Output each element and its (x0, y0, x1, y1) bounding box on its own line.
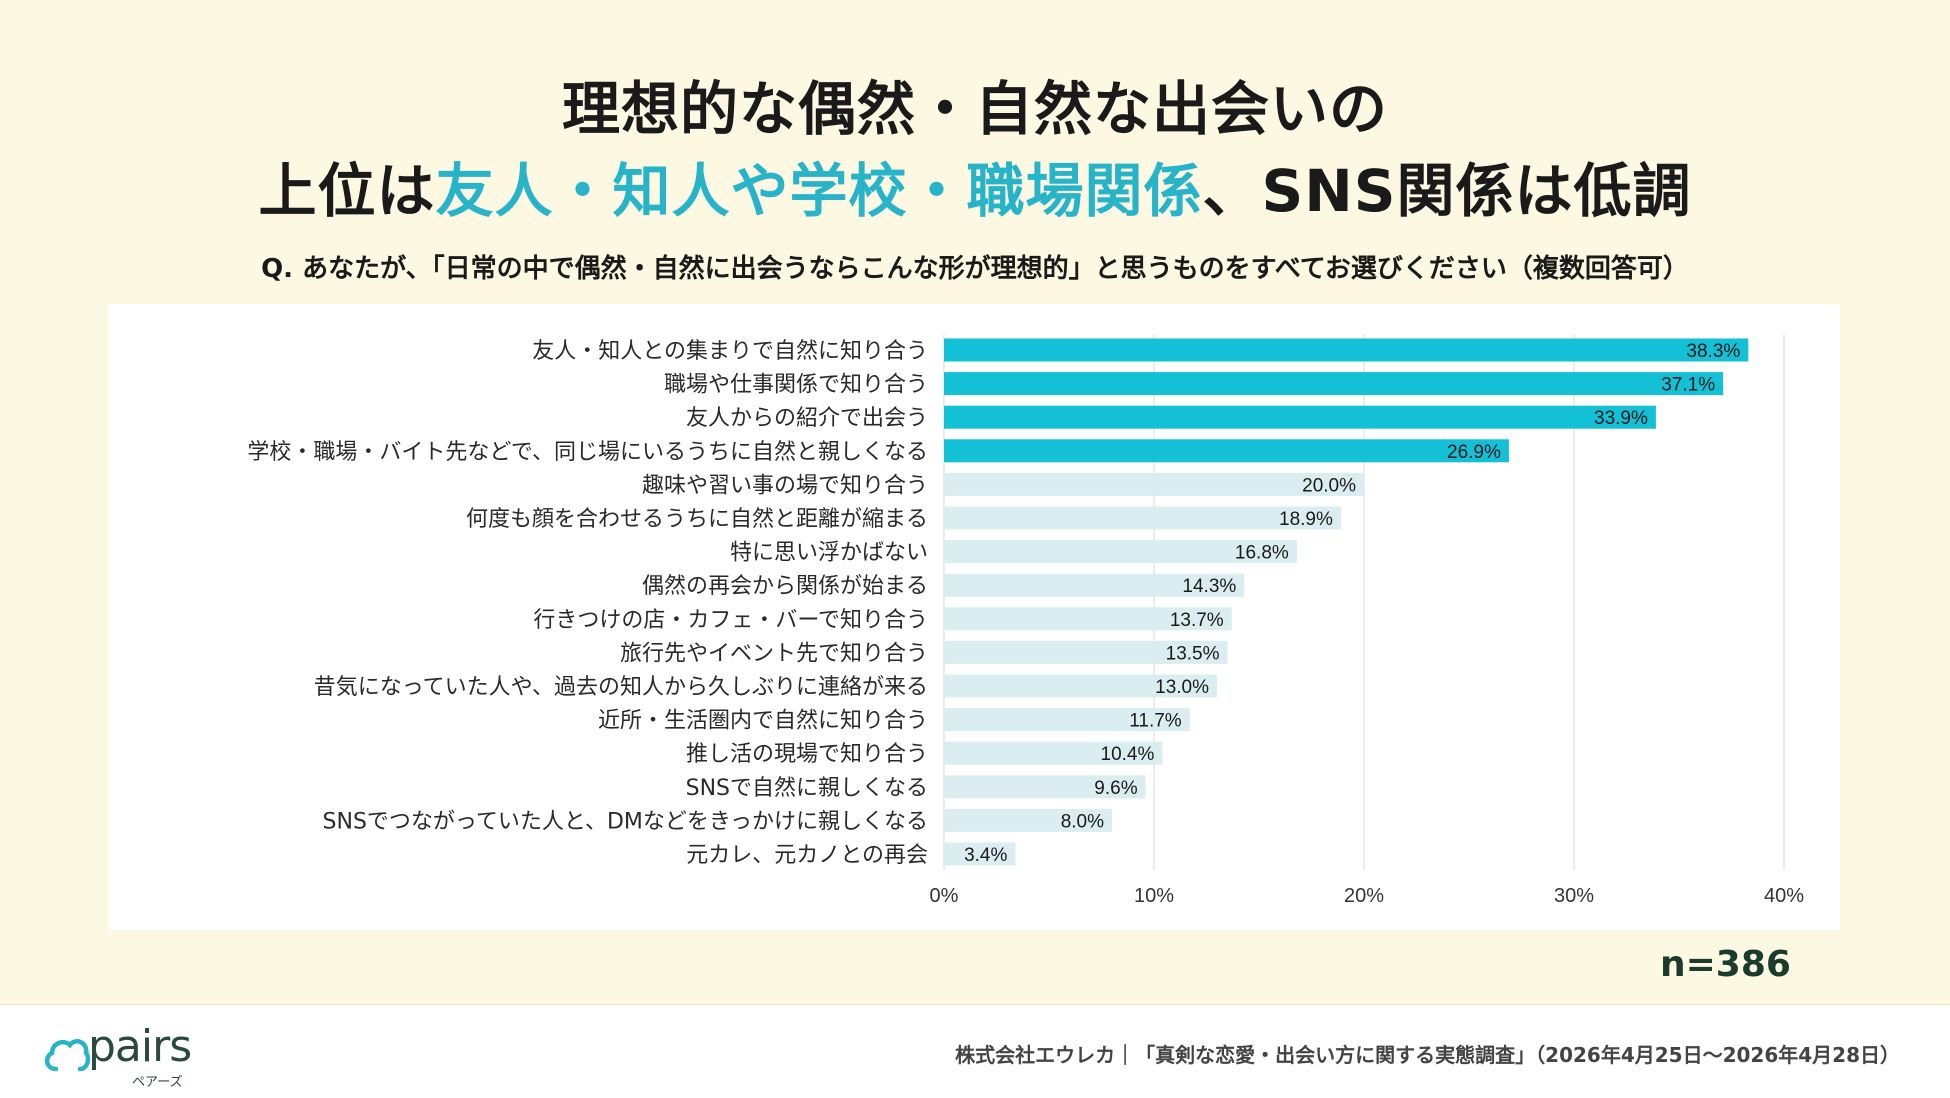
bar (944, 439, 1509, 463)
value-label: 37.1% (1661, 375, 1715, 396)
bar (944, 640, 1228, 664)
value-label: 13.7% (1170, 610, 1224, 631)
category-label: 特に思い浮かばない (730, 541, 928, 566)
category-label: 何度も顔を合わせるうちに自然と距離が縮まる (466, 507, 928, 532)
bar (944, 540, 1297, 564)
x-tick-label: 10% (1134, 885, 1174, 907)
survey-question: Q. あなたが、「日常の中で偶然・自然に出会うならこんな形が理想的」と思うものを… (261, 254, 1689, 284)
survey-source: 株式会社エウレカ｜「真剣な恋愛・出会い方に関する実態調査」（2026年4月25日… (955, 1043, 1900, 1067)
category-label: 旅行先やイベント先で知り合う (620, 641, 928, 666)
category-label: 友人からの紹介で出会う (686, 406, 928, 431)
value-label: 13.5% (1166, 643, 1220, 664)
bar (944, 708, 1190, 732)
value-label: 3.4% (964, 845, 1007, 866)
bar (944, 741, 1163, 765)
bar (944, 405, 1656, 429)
x-tick-label: 0% (930, 885, 959, 907)
value-label: 14.3% (1182, 576, 1236, 597)
value-label: 38.3% (1686, 341, 1740, 362)
category-label: 趣味や習い事の場で知り合う (642, 473, 928, 498)
title-suffix: 、SNS関係は低調 (1202, 157, 1692, 225)
title-prefix: 上位は (258, 157, 436, 225)
bar (944, 674, 1217, 698)
bar (944, 472, 1364, 496)
category-label: 学校・職場・バイト先などで、同じ場にいるうちに自然と親しくなる (247, 440, 928, 465)
x-tick-label: 30% (1554, 885, 1594, 907)
category-label: 行きつけの店・カフェ・バーで知り合う (533, 608, 928, 633)
value-label: 13.0% (1155, 677, 1209, 698)
value-label: 8.0% (1061, 811, 1104, 832)
category-label: 近所・生活圏内で自然に知り合う (598, 709, 928, 734)
chart-title-line2: 上位は友人・知人や学校・職場関係、SNS関係は低調 (0, 162, 1950, 220)
chart-title-line1: 理想的な偶然・自然な出会いの (561, 75, 1388, 143)
category-label: 昔気になっていた人や、過去の知人から久しぶりに連絡が来る (314, 675, 928, 700)
value-label: 20.0% (1302, 475, 1356, 496)
value-label: 33.9% (1594, 408, 1648, 429)
x-tick-label: 20% (1344, 885, 1384, 907)
bar (944, 372, 1724, 396)
value-label: 9.6% (1094, 778, 1137, 799)
category-label: SNSでつながっていた人と、DMなどをきっかけに親しくなる (323, 809, 928, 834)
cloud-logo-icon (44, 1039, 91, 1072)
bar-chart: 0% 10% 20% 30% 40% 友人・知人との集まりで自然に知り合う 38.3% 職場や… (247, 334, 1804, 907)
category-label: 偶然の再会から関係が始まる (642, 574, 928, 599)
footer: pairs ペアーズ 株式会社エウレカ｜「真剣な恋愛・出会い方に関する実態調査」… (0, 1004, 1950, 1098)
bar (944, 506, 1341, 530)
logo-wordmark: pairs (88, 1021, 192, 1072)
bar (944, 775, 1146, 799)
value-label: 26.9% (1447, 442, 1501, 463)
sample-size: n=386 (1660, 944, 1791, 985)
category-label: 職場や仕事関係で知り合う (664, 373, 928, 398)
bar (944, 842, 1016, 866)
pairs-logo[interactable]: pairs ペアーズ (42, 1021, 192, 1090)
value-label: 16.8% (1235, 543, 1289, 564)
chart-panel: 0% 10% 20% 30% 40% 友人・知人との集まりで自然に知り合う 38.3% 職場や… (108, 304, 1840, 930)
value-label: 10.4% (1101, 744, 1155, 765)
category-label: SNSで自然に親しくなる (686, 776, 928, 801)
category-label: 友人・知人との集まりで自然に知り合う (532, 339, 928, 364)
x-tick-label: 40% (1764, 885, 1804, 907)
bar (944, 573, 1245, 597)
bar (944, 338, 1749, 362)
category-label: 元カレ、元カノとの再会 (686, 843, 928, 868)
value-label: 11.7% (1129, 711, 1182, 732)
value-label: 18.9% (1279, 509, 1333, 530)
bar (944, 808, 1112, 832)
title-accent: 友人・知人や学校・職場関係 (435, 157, 1203, 225)
bar (944, 607, 1232, 631)
logo-subtext: ペアーズ (132, 1075, 183, 1090)
category-label: 推し活の現場で知り合う (686, 742, 928, 767)
